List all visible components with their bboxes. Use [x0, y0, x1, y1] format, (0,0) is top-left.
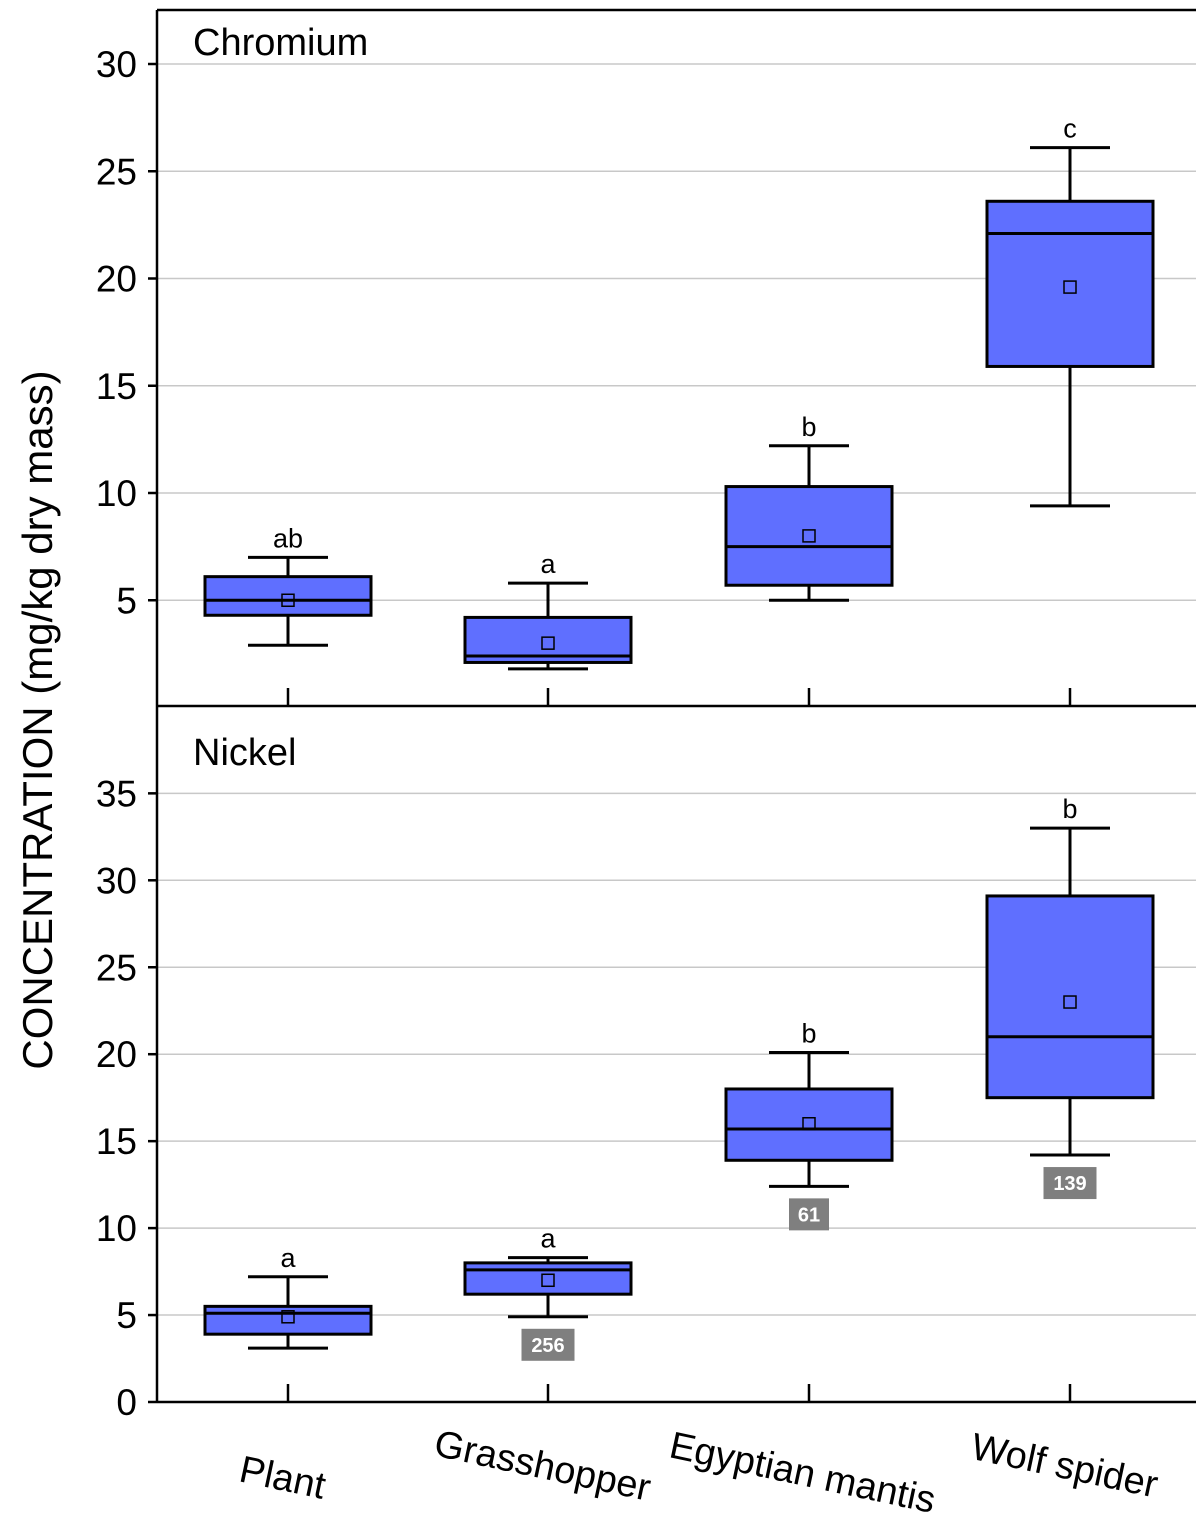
panel-title: Nickel [193, 732, 296, 774]
box-iqr [724, 485, 894, 587]
y-tick-label: 25 [96, 151, 137, 192]
y-tick-label: 10 [96, 473, 137, 514]
panel-title: Chromium [193, 22, 368, 64]
significance-letter: b [801, 412, 816, 442]
y-tick-label: 20 [96, 1034, 137, 1075]
box-iqr [203, 575, 373, 617]
box-iqr [724, 1087, 894, 1162]
count-badge-label: 61 [798, 1204, 820, 1226]
x-category-label: Egyptian mantis [666, 1425, 939, 1522]
significance-letter: b [801, 1018, 816, 1048]
count-badge [789, 1198, 829, 1231]
box-iqr [985, 894, 1155, 1100]
mean-marker [802, 1117, 816, 1131]
x-category-label: Grasshopper [431, 1423, 655, 1510]
box-iqr [985, 199, 1155, 368]
box-iqr [463, 1261, 633, 1296]
mean-marker [281, 1310, 295, 1324]
mean-marker [281, 593, 295, 607]
x-category-label: Plant [236, 1449, 330, 1508]
y-tick-label: 35 [96, 773, 137, 814]
x-category-label: Wolf spider [968, 1426, 1162, 1507]
mean-marker [1063, 995, 1077, 1009]
significance-letter: a [540, 549, 556, 579]
y-tick-label: 20 [96, 259, 137, 300]
y-tick-label: 10 [96, 1208, 137, 1249]
significance-letter: ab [273, 523, 303, 553]
y-tick-label: 15 [96, 1121, 137, 1162]
count-badge [1043, 1167, 1097, 1200]
significance-letter: c [1063, 114, 1077, 144]
count-badge-label: 139 [1053, 1173, 1086, 1195]
significance-letter: a [280, 1243, 296, 1273]
y-axis-label: CONCENTRATION (mg/kg dry mass) [14, 370, 61, 1069]
count-badge [521, 1328, 575, 1361]
count-badge-label: 256 [531, 1335, 564, 1357]
y-tick-label: 5 [116, 580, 137, 621]
mean-marker [802, 529, 816, 543]
y-tick-label: 30 [96, 860, 137, 901]
y-tick-label: 25 [96, 947, 137, 988]
mean-marker [541, 1273, 555, 1288]
mean-marker [541, 636, 555, 650]
mean-marker [1063, 280, 1077, 294]
y-tick-label: 5 [116, 1295, 137, 1336]
significance-letter: a [540, 1224, 556, 1254]
y-tick-label: 0 [116, 1382, 137, 1423]
significance-letter: b [1062, 794, 1077, 824]
y-tick-label: 15 [96, 366, 137, 407]
y-tick-label: 30 [96, 44, 137, 85]
